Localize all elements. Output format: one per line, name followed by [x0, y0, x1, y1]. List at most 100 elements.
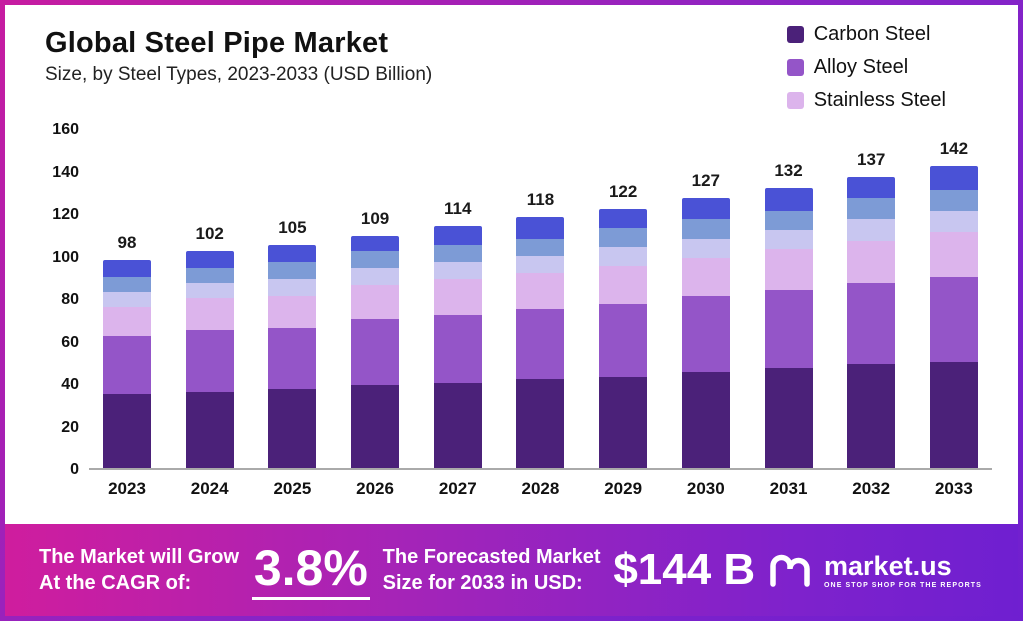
bar-segment-carbon-steel: [681, 372, 730, 468]
bar-segment-unlabeled-segment-steel-blue: [268, 261, 317, 279]
x-axis-label-2031: 2031: [769, 479, 808, 498]
brand-tagline: ONE STOP SHOP FOR THE REPORTS: [824, 581, 982, 589]
bars-container: 98 102 105 109 114 118 122 127 132 137 142: [89, 130, 992, 470]
bar-stack-2024: [185, 251, 234, 468]
bar-total-label: 98: [117, 232, 137, 252]
bar-stack-2023: [103, 259, 151, 468]
bar-total-label: 114: [444, 198, 472, 218]
bar-segment-carbon-steel: [599, 376, 648, 468]
bar-segment-unlabeled-segment-indigo: [433, 225, 482, 245]
bar-segment-stainless-steel: [185, 298, 234, 330]
bar-stack-2033: [929, 166, 978, 468]
legend-swatch-carbon-steel: [786, 26, 804, 43]
bar-segment-unlabeled-segment-indigo: [351, 236, 400, 252]
bar-segment-alloy-steel: [847, 283, 896, 364]
cagr-label: The Market will Grow At the CAGR of:: [39, 544, 239, 596]
bar-segment-unlabeled-segment-periwinkle: [929, 210, 978, 233]
bar-segment-alloy-steel: [185, 329, 234, 392]
cagr-label-line2: At the CAGR of:: [39, 572, 192, 594]
chart-plot: 0 20 40 60 80 100 120 140 160 98 102 105 109 114 118 1…: [31, 121, 992, 478]
bar-stack-2032: [847, 176, 896, 468]
bar-column-2033: 142: [929, 139, 978, 468]
bar-segment-alloy-steel: [929, 276, 978, 362]
bar-segment-unlabeled-segment-steel-blue: [351, 251, 400, 269]
legend-label: Stainless Steel: [813, 89, 946, 111]
legend-label: Carbon Steel: [813, 23, 931, 45]
bar-segment-stainless-steel: [764, 249, 813, 290]
legend: Carbon Steel Alloy Steel Stainless Steel: [786, 17, 992, 112]
bar-segment-unlabeled-segment-indigo: [599, 208, 648, 228]
bar-segment-stainless-steel: [351, 285, 400, 320]
forecast-label-line2: Size for 2033 in USD:: [382, 572, 583, 594]
bar-segment-carbon-steel: [516, 378, 565, 468]
bar-segment-carbon-steel: [929, 361, 978, 468]
y-tick-label: 140: [52, 163, 79, 181]
bar-segment-stainless-steel: [103, 306, 151, 337]
legend-item-carbon-steel: Carbon Steel: [786, 23, 946, 46]
bar-segment-alloy-steel: [764, 289, 813, 369]
x-axis-label-2028: 2028: [521, 479, 560, 498]
brand-name: market.us: [824, 550, 952, 581]
x-axis-label-2030: 2030: [686, 479, 725, 498]
bar-total-label: 118: [526, 190, 555, 210]
bar-segment-unlabeled-segment-steel-blue: [764, 210, 813, 230]
bar-column-2025: 105: [268, 217, 317, 468]
bar-segment-unlabeled-segment-indigo: [185, 251, 234, 269]
bar-column-2024: 102: [185, 224, 234, 468]
bar-total-label: 137: [857, 149, 886, 169]
bar-total-label: 109: [360, 209, 390, 229]
bar-stack-2027: [433, 225, 482, 468]
x-axis-labels: 2023 2024 2025 2026 2027 2028 2029 2030 2031 2032…: [89, 479, 992, 499]
bar-segment-unlabeled-segment-periwinkle: [847, 219, 896, 241]
bar-stack-2025: [268, 244, 317, 468]
bar-segment-unlabeled-segment-indigo: [847, 176, 896, 199]
cagr-label-line1: The Market will Grow: [39, 546, 240, 568]
y-tick-label: 60: [61, 333, 79, 351]
brand-block: market.us ONE STOP SHOP FOR THE REPORTS: [768, 550, 982, 590]
y-tick-label: 160: [52, 121, 79, 138]
bar-segment-unlabeled-segment-periwinkle: [103, 291, 151, 307]
legend-swatch-stainless-steel: [786, 92, 804, 109]
bar-total-label: 102: [195, 224, 224, 244]
bar-segment-alloy-steel: [268, 327, 317, 390]
bar-total-label: 142: [939, 139, 969, 159]
bar-segment-alloy-steel: [516, 308, 565, 379]
bar-segment-unlabeled-segment-periwinkle: [185, 283, 234, 298]
y-tick-label: 100: [52, 248, 79, 266]
bar-segment-unlabeled-segment-steel-blue: [433, 244, 482, 262]
bar-segment-unlabeled-segment-periwinkle: [433, 261, 482, 279]
bar-column-2026: 109: [351, 209, 400, 468]
bar-column-2023: 98: [103, 233, 151, 468]
bar-segment-carbon-steel: [351, 385, 400, 468]
bar-segment-carbon-steel: [103, 393, 151, 468]
bar-segment-carbon-steel: [185, 391, 234, 468]
bar-segment-alloy-steel: [599, 304, 648, 377]
footer-banner: The Market will Grow At the CAGR of: 3.8…: [5, 524, 1018, 616]
bar-column-2032: 137: [847, 149, 896, 468]
bar-column-2027: 114: [433, 198, 482, 468]
bar-segment-carbon-steel: [433, 383, 482, 468]
legend-item-stainless-steel: Stainless Steel: [786, 89, 946, 112]
bar-segment-alloy-steel: [351, 319, 400, 386]
forecast-label-line1: The Forecasted Market: [382, 546, 601, 568]
bar-stack-2031: [764, 187, 813, 468]
x-axis-label-2033: 2033: [934, 479, 973, 498]
bar-stack-2029: [599, 208, 648, 468]
bar-segment-carbon-steel: [268, 389, 317, 468]
brand-text: market.us ONE STOP SHOP FOR THE REPORTS: [824, 552, 982, 589]
y-axis: 0 20 40 60 80 100 120 140 160: [31, 121, 89, 478]
bar-segment-unlabeled-segment-periwinkle: [681, 238, 730, 258]
x-axis-label-2029: 2029: [604, 479, 643, 498]
title-block: Global Steel Pipe Market Size, by Steel …: [31, 17, 432, 86]
bar-total-label: 122: [608, 181, 638, 201]
x-axis-label-2025: 2025: [273, 479, 312, 498]
bar-segment-unlabeled-segment-steel-blue: [103, 276, 151, 292]
bar-segment-alloy-steel: [103, 336, 151, 394]
legend-label: Alloy Steel: [813, 56, 909, 78]
bar-segment-unlabeled-segment-steel-blue: [599, 227, 648, 247]
y-tick-label: 80: [61, 291, 79, 308]
x-axis-label-2024: 2024: [190, 479, 229, 498]
bar-segment-alloy-steel: [433, 315, 482, 383]
infographic-body: Global Steel Pipe Market Size, by Steel …: [5, 5, 1018, 616]
bar-total-label: 105: [278, 217, 307, 237]
